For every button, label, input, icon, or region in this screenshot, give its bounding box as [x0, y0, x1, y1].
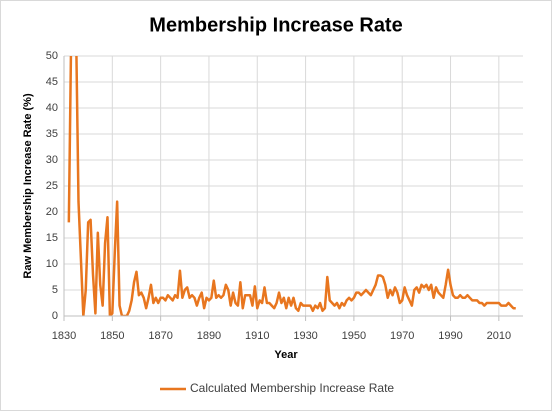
x-tick-label: 1890: [197, 330, 221, 342]
legend-label: Calculated Membership Increase Rate: [190, 381, 394, 395]
y-tick-label: 10: [46, 258, 58, 270]
y-tick-label: 15: [46, 232, 58, 244]
chart-title: Membership Increase Rate: [149, 14, 402, 36]
y-tick-label: 50: [46, 50, 58, 62]
x-tick-label: 1910: [245, 330, 269, 342]
y-tick-label: 30: [46, 154, 58, 166]
x-tick-label: 1870: [148, 330, 172, 342]
y-tick-label: 5: [52, 284, 58, 296]
x-tick-label: 1990: [438, 330, 462, 342]
y-tick-label: 45: [46, 76, 58, 88]
y-tick-label: 20: [46, 206, 58, 218]
x-axis-label: Year: [274, 349, 298, 361]
x-tick-label: 1830: [52, 330, 76, 342]
y-axis-label: Raw Membership Increase Rate (%): [22, 93, 34, 279]
x-tick-label: 1930: [293, 330, 317, 342]
y-tick-label: 35: [46, 128, 58, 140]
x-tick-label: 2010: [487, 330, 511, 342]
y-tick-label: 40: [46, 102, 58, 114]
data-line: [67, 56, 516, 316]
x-tick-label: 1950: [342, 330, 366, 342]
x-tick-label: 1850: [100, 330, 124, 342]
y-tick-label: 25: [46, 180, 58, 192]
y-tick-label: 0: [52, 310, 58, 322]
x-tick-label: 1970: [390, 330, 414, 342]
